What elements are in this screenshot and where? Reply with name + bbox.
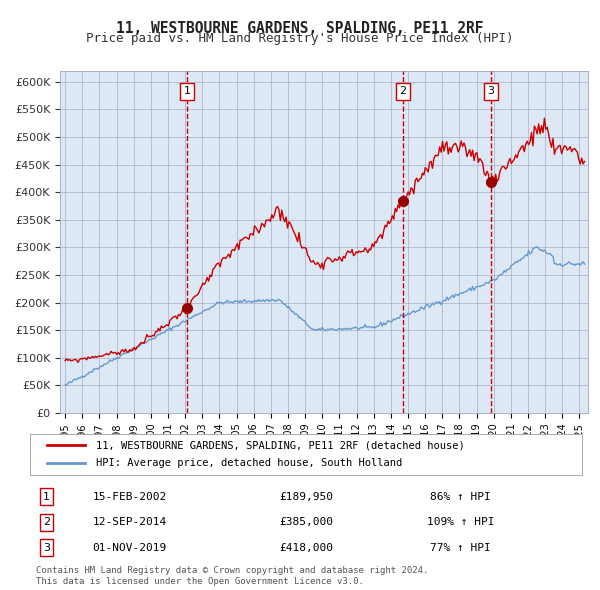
Text: 12-SEP-2014: 12-SEP-2014: [92, 517, 166, 527]
Text: 109% ↑ HPI: 109% ↑ HPI: [427, 517, 494, 527]
Text: 15-FEB-2002: 15-FEB-2002: [92, 492, 166, 502]
Text: 11, WESTBOURNE GARDENS, SPALDING, PE11 2RF (detached house): 11, WESTBOURNE GARDENS, SPALDING, PE11 2…: [96, 440, 465, 450]
Text: 2: 2: [43, 517, 50, 527]
Text: 3: 3: [487, 86, 494, 96]
Text: £418,000: £418,000: [279, 543, 333, 553]
Text: 11, WESTBOURNE GARDENS, SPALDING, PE11 2RF: 11, WESTBOURNE GARDENS, SPALDING, PE11 2…: [116, 21, 484, 35]
Text: HPI: Average price, detached house, South Holland: HPI: Average price, detached house, Sout…: [96, 458, 403, 468]
Text: £385,000: £385,000: [279, 517, 333, 527]
Text: 1: 1: [43, 492, 50, 502]
Text: 1: 1: [184, 86, 191, 96]
Text: 3: 3: [43, 543, 50, 553]
Text: 01-NOV-2019: 01-NOV-2019: [92, 543, 166, 553]
Text: 2: 2: [400, 86, 407, 96]
Text: Contains HM Land Registry data © Crown copyright and database right 2024.
This d: Contains HM Land Registry data © Crown c…: [36, 566, 428, 586]
Text: 77% ↑ HPI: 77% ↑ HPI: [430, 543, 491, 553]
Text: £189,950: £189,950: [279, 492, 333, 502]
Text: 86% ↑ HPI: 86% ↑ HPI: [430, 492, 491, 502]
Text: Price paid vs. HM Land Registry's House Price Index (HPI): Price paid vs. HM Land Registry's House …: [86, 32, 514, 45]
